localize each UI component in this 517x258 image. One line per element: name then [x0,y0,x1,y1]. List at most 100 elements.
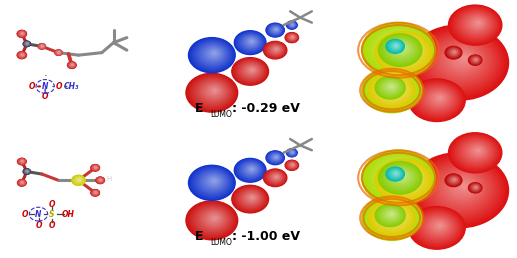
Ellipse shape [455,180,472,193]
Ellipse shape [422,215,454,239]
Ellipse shape [447,48,460,57]
Ellipse shape [424,162,496,216]
Ellipse shape [267,171,284,184]
Ellipse shape [375,31,424,67]
Ellipse shape [25,170,29,173]
Ellipse shape [288,22,296,28]
Ellipse shape [75,178,82,182]
Ellipse shape [470,56,480,64]
Ellipse shape [241,63,261,78]
Ellipse shape [98,179,102,182]
Ellipse shape [426,217,451,236]
Ellipse shape [74,176,84,184]
Ellipse shape [73,176,84,184]
Ellipse shape [287,162,297,169]
Ellipse shape [18,52,25,58]
Ellipse shape [393,215,396,217]
Ellipse shape [204,84,224,99]
Ellipse shape [453,179,455,180]
Ellipse shape [92,190,99,196]
Ellipse shape [388,84,395,89]
Ellipse shape [72,64,73,65]
Ellipse shape [268,24,283,36]
Ellipse shape [458,54,469,63]
Ellipse shape [398,45,407,52]
Ellipse shape [21,33,24,35]
Ellipse shape [384,37,425,67]
Ellipse shape [389,40,421,63]
Ellipse shape [20,32,25,36]
Ellipse shape [19,159,25,164]
Ellipse shape [21,33,23,34]
Ellipse shape [384,81,399,93]
Ellipse shape [75,177,83,183]
Ellipse shape [68,62,76,68]
Ellipse shape [24,42,30,46]
Ellipse shape [286,21,297,29]
Ellipse shape [41,45,43,47]
Ellipse shape [451,50,458,55]
Ellipse shape [24,42,30,46]
Ellipse shape [403,48,409,53]
Ellipse shape [290,23,295,27]
Ellipse shape [439,43,484,77]
Ellipse shape [270,153,281,162]
Ellipse shape [273,47,279,51]
Ellipse shape [450,6,500,44]
Ellipse shape [93,191,98,195]
Text: : -0.29 eV: : -0.29 eV [232,102,300,115]
Ellipse shape [378,162,422,194]
Ellipse shape [20,53,24,56]
Ellipse shape [26,43,28,44]
Ellipse shape [249,39,254,43]
Ellipse shape [236,60,265,82]
Ellipse shape [21,160,23,162]
Ellipse shape [382,80,400,94]
Ellipse shape [71,64,73,65]
Ellipse shape [94,167,97,168]
Ellipse shape [392,171,400,177]
Ellipse shape [192,77,233,107]
Ellipse shape [18,159,25,164]
Ellipse shape [394,171,417,187]
Ellipse shape [292,152,293,153]
Ellipse shape [376,205,404,226]
Ellipse shape [249,195,255,200]
Ellipse shape [192,205,233,235]
Ellipse shape [380,161,421,192]
Ellipse shape [245,193,258,204]
Ellipse shape [391,213,393,215]
Ellipse shape [69,63,74,67]
Ellipse shape [195,207,230,232]
Ellipse shape [292,164,293,165]
Ellipse shape [446,175,461,186]
Ellipse shape [463,14,490,34]
Ellipse shape [383,80,406,97]
Ellipse shape [452,178,457,182]
Ellipse shape [373,29,426,69]
Ellipse shape [427,36,494,86]
Ellipse shape [275,29,277,30]
Ellipse shape [236,188,265,209]
Ellipse shape [20,53,24,57]
Ellipse shape [388,168,403,180]
Ellipse shape [201,209,226,229]
Ellipse shape [386,167,404,181]
Ellipse shape [21,182,23,183]
Ellipse shape [292,164,293,165]
Ellipse shape [246,66,258,75]
Ellipse shape [291,36,294,38]
Ellipse shape [371,74,413,106]
Ellipse shape [391,43,400,50]
Ellipse shape [19,181,25,185]
Ellipse shape [390,85,398,91]
Ellipse shape [386,83,397,91]
Ellipse shape [455,137,497,168]
Ellipse shape [290,23,294,26]
Ellipse shape [452,51,456,53]
Ellipse shape [26,171,28,172]
Ellipse shape [362,150,435,205]
Ellipse shape [235,159,265,181]
Ellipse shape [384,81,404,96]
Ellipse shape [266,151,284,165]
